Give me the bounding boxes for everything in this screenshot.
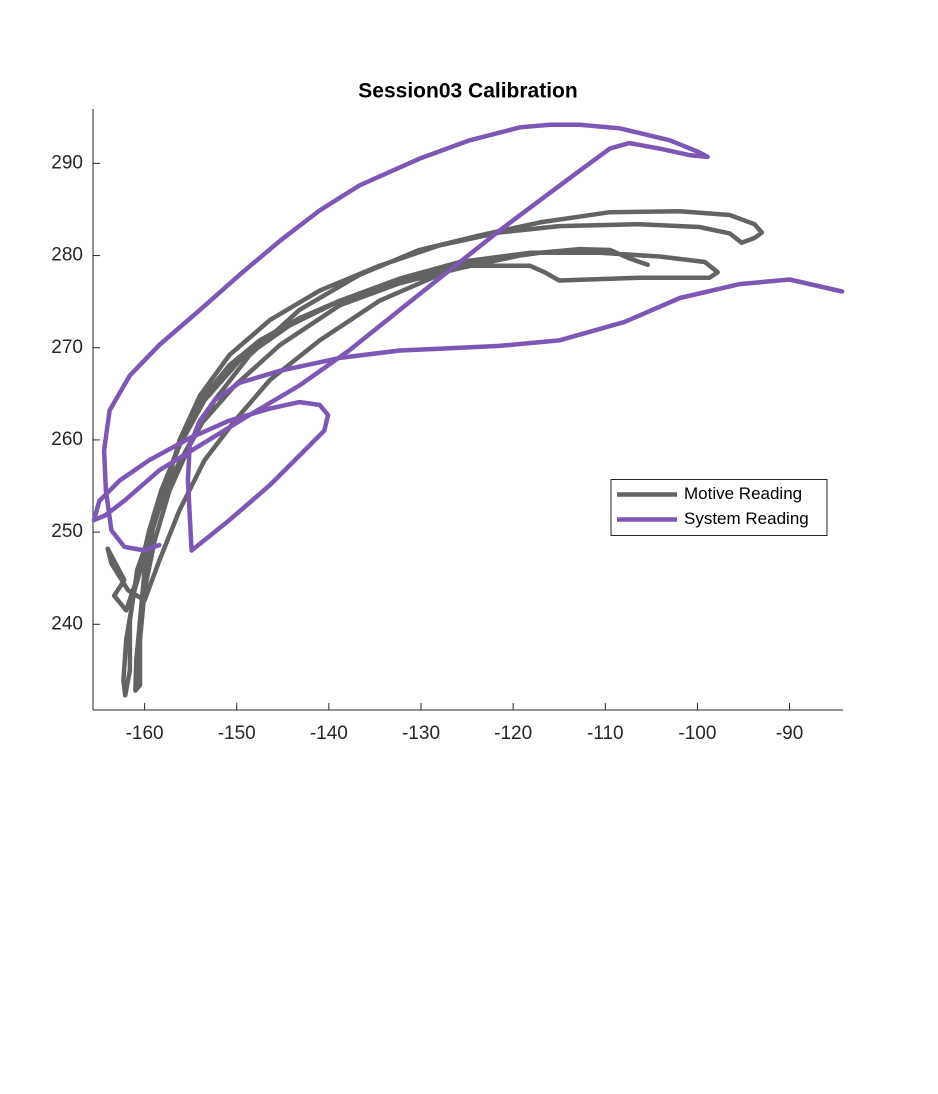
y-tick-label: 250 bbox=[51, 521, 83, 542]
x-tick-label: -160 bbox=[126, 723, 164, 744]
y-tick-label: 290 bbox=[51, 152, 83, 173]
legend-label: System Reading bbox=[684, 509, 809, 528]
x-tick-label: -100 bbox=[678, 723, 716, 744]
series-line bbox=[105, 209, 765, 698]
series-line bbox=[91, 122, 845, 553]
x-tick-label: -90 bbox=[776, 723, 803, 744]
x-tick-label: -150 bbox=[218, 723, 256, 744]
x-tick-label: -130 bbox=[402, 723, 440, 744]
legend-label: Motive Reading bbox=[684, 484, 802, 503]
chart-title: Session03 Calibration bbox=[358, 80, 577, 103]
legend-box bbox=[610, 479, 828, 536]
x-tick-label: -110 bbox=[587, 723, 624, 744]
x-tick-label: -120 bbox=[494, 723, 532, 744]
x-tick-label: -140 bbox=[310, 723, 348, 744]
y-tick-label: 270 bbox=[51, 337, 83, 358]
y-tick-label: 260 bbox=[51, 429, 83, 450]
y-tick-label: 240 bbox=[51, 613, 83, 634]
y-tick-label: 280 bbox=[51, 245, 83, 266]
